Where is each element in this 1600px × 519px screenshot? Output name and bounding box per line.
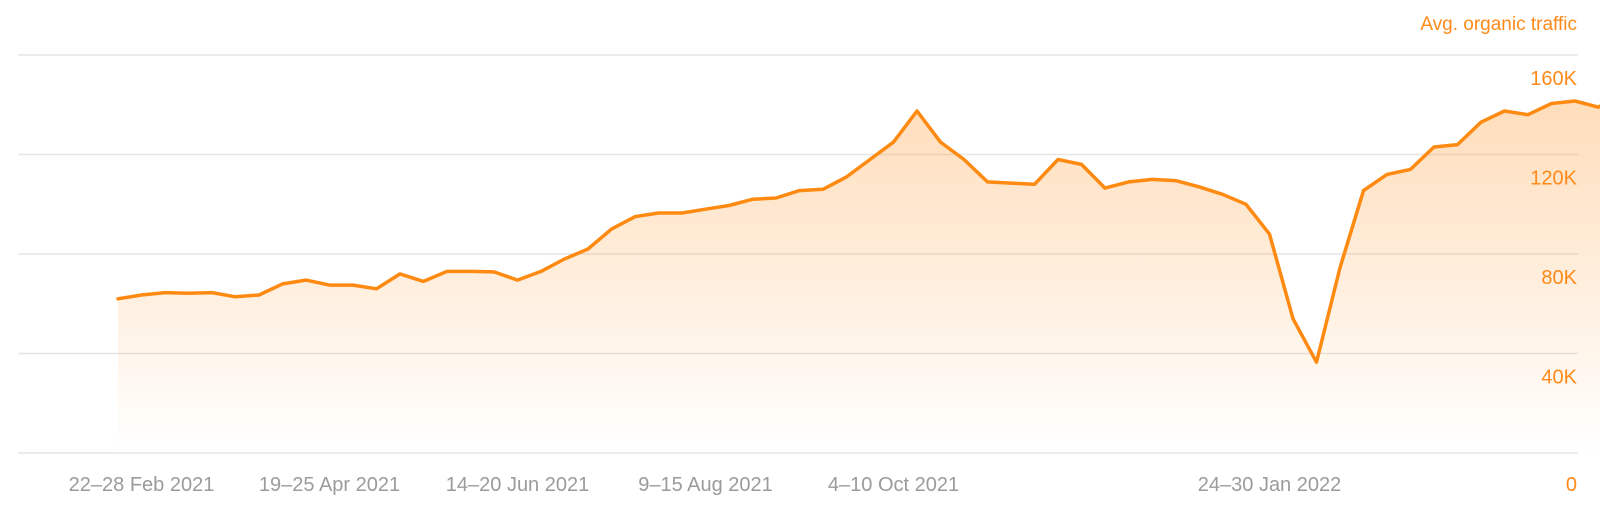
y-axis-ticks: 0 40K 80K 120K 160K — [1530, 68, 1577, 496]
y-tick-label: 80K — [1541, 267, 1577, 289]
x-tick-label: 24–30 Jan 2022 — [1198, 474, 1341, 496]
series-area — [118, 101, 1600, 453]
x-tick-label: 14–20 Jun 2021 — [446, 474, 589, 496]
x-tick-label: 22–28 Feb 2021 — [69, 474, 215, 496]
x-tick-label: 9–15 Aug 2021 — [638, 474, 773, 496]
y-tick-label: 160K — [1530, 68, 1577, 90]
y-tick-label: 40K — [1541, 367, 1577, 389]
y-axis-label: Avg. organic traffic — [1420, 14, 1577, 35]
x-axis-ticks: 22–28 Feb 2021 19–25 Apr 2021 14–20 Jun 20… — [69, 474, 1342, 496]
x-tick-label: 19–25 Apr 2021 — [259, 474, 400, 496]
line-layer — [116, 99, 1600, 364]
y-tick-label: 0 — [1566, 474, 1577, 496]
x-tick-label: 4–10 Oct 2021 — [828, 474, 959, 496]
series-line — [116, 99, 1600, 364]
y-tick-label: 120K — [1530, 168, 1577, 190]
area-layer — [118, 101, 1600, 453]
